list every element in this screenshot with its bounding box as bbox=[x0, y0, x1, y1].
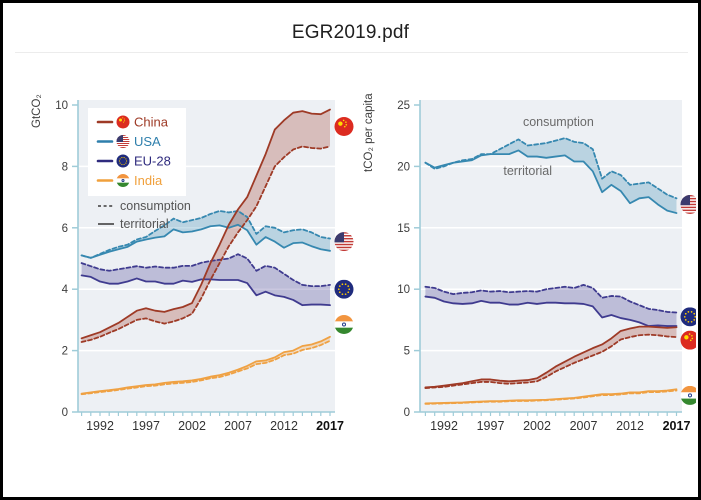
y-tick-label: 10 bbox=[55, 100, 68, 112]
flag-china-icon bbox=[334, 116, 354, 136]
usa-band bbox=[81, 210, 330, 258]
x-tick-label: 2002 bbox=[523, 419, 551, 433]
china-band bbox=[81, 109, 330, 343]
flag-india-icon bbox=[334, 315, 354, 335]
india-territorial-line bbox=[80, 335, 331, 395]
annotation-territorial: territorial bbox=[503, 164, 552, 178]
flag-china-icon bbox=[116, 115, 130, 129]
india-consumption-line bbox=[80, 339, 331, 396]
china-territorial-line bbox=[424, 325, 678, 389]
title-divider bbox=[15, 52, 688, 53]
flag-india-icon bbox=[680, 385, 696, 405]
y-tick-label: 25 bbox=[397, 100, 410, 112]
y-tick-label: 5 bbox=[404, 346, 410, 358]
x-tick-label: 2017 bbox=[663, 419, 691, 433]
y-tick-label: 2 bbox=[62, 346, 68, 358]
legend-label-china: China bbox=[134, 115, 169, 130]
y-tick-label: 10 bbox=[397, 284, 410, 296]
usa-territorial-line bbox=[424, 149, 678, 214]
china-territorial-line bbox=[80, 108, 331, 340]
x-tick-label: 1992 bbox=[430, 419, 458, 433]
x-tick-label: 2012 bbox=[616, 419, 644, 433]
usa-consumption-line bbox=[80, 210, 331, 259]
x-tick-label: 2017 bbox=[316, 419, 344, 433]
legend-label-eu: EU-28 bbox=[134, 154, 171, 169]
y-axis-title: tCO₂ per capita bbox=[363, 93, 375, 172]
y-tick-label: 0 bbox=[62, 407, 68, 419]
plot-area bbox=[420, 100, 682, 412]
flag-india-icon bbox=[116, 174, 130, 187]
document-title: EGR2019.pdf bbox=[291, 22, 410, 43]
emissions-total-chart: 0 2 4 6 8 10 1992 1997 2002 2007 2012 2017 GtCO₂ Chin… bbox=[31, 94, 354, 433]
y-tick-label: 20 bbox=[397, 161, 410, 173]
flag-usa-icon bbox=[334, 232, 354, 252]
emissions-per-capita-chart: 0 5 10 15 20 25 1992 1997 2002 2007 2012 2017 tCO₂ p… bbox=[363, 93, 696, 433]
flag-usa-icon bbox=[116, 135, 130, 148]
y-tick-label: 4 bbox=[62, 284, 69, 296]
flag-usa-icon bbox=[680, 194, 696, 214]
flag-china-icon bbox=[680, 330, 696, 350]
legend-consumption-label: consumption bbox=[120, 199, 191, 213]
x-tick-label: 2007 bbox=[570, 419, 598, 433]
eu-consumption-line bbox=[80, 253, 331, 288]
x-tick-label: 2002 bbox=[178, 419, 206, 433]
y-tick-label: 0 bbox=[404, 407, 410, 419]
eu-consumption-line bbox=[424, 284, 678, 314]
y-tick-label: 8 bbox=[62, 161, 68, 173]
india-consumption-line bbox=[424, 389, 678, 405]
flag-eu-icon bbox=[116, 154, 130, 168]
x-tick-label: 2012 bbox=[270, 419, 298, 433]
y-tick-label: 15 bbox=[397, 223, 410, 235]
y-axis-title: GtCO₂ bbox=[31, 94, 43, 128]
usa-consumption-line bbox=[424, 137, 678, 200]
china-consumption-line bbox=[80, 145, 331, 343]
y-tick-label: 6 bbox=[62, 223, 68, 235]
china-band bbox=[425, 326, 677, 389]
x-tick-label: 1997 bbox=[477, 419, 505, 433]
legend-territorial-label: territorial bbox=[120, 217, 169, 231]
usa-territorial-line bbox=[80, 223, 331, 259]
annotation-consumption: consumption bbox=[523, 115, 594, 129]
x-tick-label: 1997 bbox=[132, 419, 160, 433]
china-consumption-line bbox=[424, 333, 678, 389]
x-tick-label: 1992 bbox=[86, 419, 114, 433]
eu-territorial-line bbox=[80, 274, 331, 307]
flag-eu-icon bbox=[334, 279, 354, 299]
legend-label-india: India bbox=[134, 173, 163, 188]
x-tick-label: 2007 bbox=[224, 419, 252, 433]
eu-territorial-line bbox=[424, 295, 678, 327]
flag-eu-icon bbox=[680, 307, 696, 327]
legend-label-usa: USA bbox=[134, 134, 161, 149]
usa-band bbox=[425, 138, 677, 214]
